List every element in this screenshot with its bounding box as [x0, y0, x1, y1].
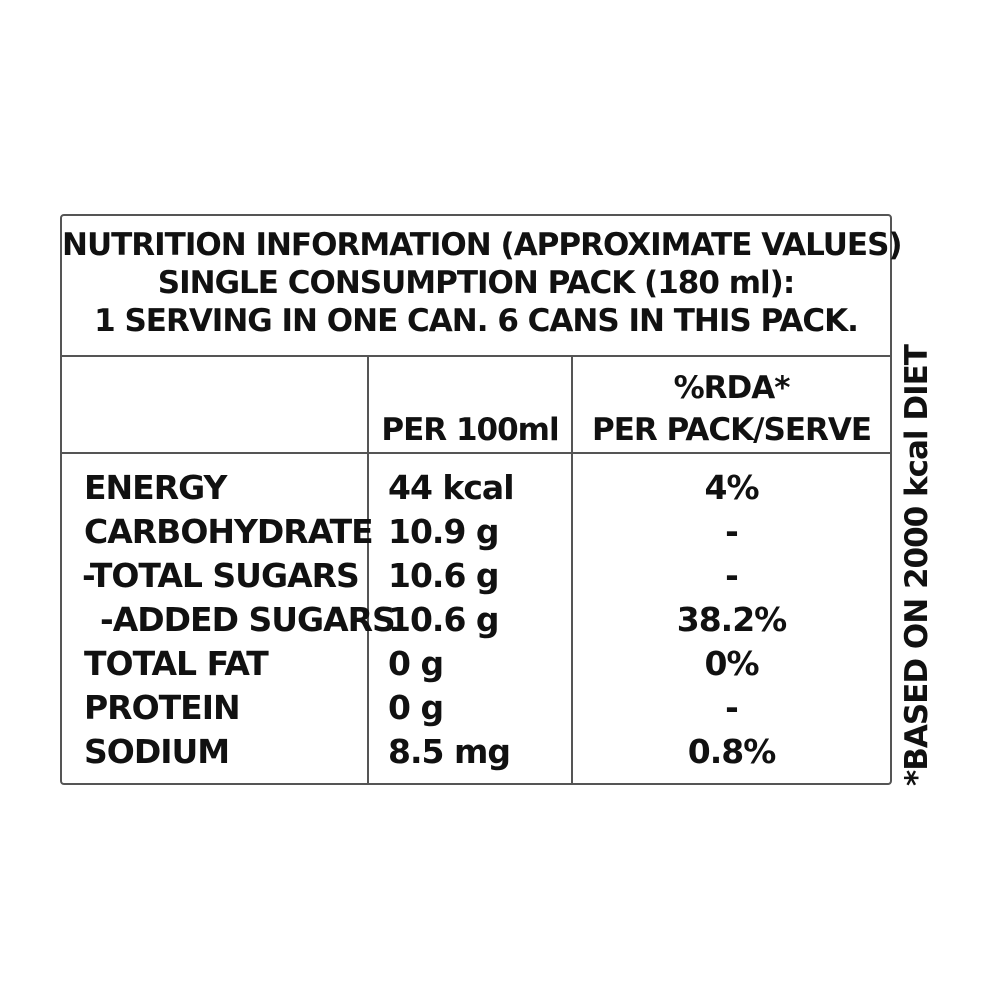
- table-row: TOTAL FAT 0 g 0%: [62, 642, 890, 686]
- header-servings: 1 SERVING IN ONE CAN. 6 CANS IN THIS PAC…: [94, 303, 859, 339]
- table-row: -TOTAL SUGARS 10.6 g -: [62, 554, 890, 598]
- row-divider: [62, 452, 890, 454]
- table-row: CARBOHYDRATE 10.9 g -: [62, 510, 890, 554]
- column-header-per-100ml: PER 100ml: [381, 412, 559, 448]
- nutrient-rda: -: [725, 688, 739, 727]
- nutrient-name: -ADDED SUGARS: [100, 600, 396, 639]
- header-pack-size: SINGLE CONSUMPTION PACK (180 ml):: [157, 265, 795, 301]
- column-header-rda-line2: PER PACK/SERVE: [591, 412, 872, 448]
- rda-footnote: *BASED ON 2000 kcal DIET: [899, 345, 935, 786]
- nutrient-value-per-100ml: 44 kcal: [388, 468, 514, 507]
- nutrient-value-per-100ml: 0 g: [388, 644, 444, 683]
- table-row: PROTEIN 0 g -: [62, 686, 890, 730]
- header-title: NUTRITION INFORMATION (APPROXIMATE VALUE…: [62, 227, 903, 263]
- nutrient-value-per-100ml: 0 g: [388, 688, 444, 727]
- table-row: -ADDED SUGARS 10.6 g 38.2%: [62, 598, 890, 642]
- column-divider: [367, 357, 369, 783]
- table-row: SODIUM 8.5 mg 0.8%: [62, 730, 890, 774]
- column-header-rda: %RDA* PER PACK/SERVE: [573, 369, 890, 453]
- nutrient-rda: -: [725, 512, 739, 551]
- table-row: ENERGY 44 kcal 4%: [62, 466, 890, 510]
- nutrient-name: PROTEIN: [84, 688, 241, 727]
- nutrient-value-per-100ml: 8.5 mg: [388, 732, 511, 771]
- nutrient-rda: 0%: [704, 644, 759, 683]
- nutrient-name: CARBOHYDRATE: [84, 512, 374, 551]
- nutrient-rda: -: [725, 556, 739, 595]
- column-divider: [571, 357, 573, 783]
- nutrient-name: SODIUM: [84, 732, 230, 771]
- nutrient-value-per-100ml: 10.9 g: [388, 512, 500, 551]
- nutrient-rda: 0.8%: [687, 732, 777, 771]
- nutrient-rows: ENERGY 44 kcal 4% CARBOHYDRATE 10.9 g - …: [62, 466, 890, 774]
- column-header-rda-line1: %RDA*: [673, 370, 791, 406]
- nutrient-value-per-100ml: 10.6 g: [388, 600, 500, 639]
- nutrient-rda: 4%: [704, 468, 759, 507]
- nutrient-rda: 38.2%: [676, 600, 788, 639]
- nutrient-name: ENERGY: [84, 468, 227, 507]
- table-header: NUTRITION INFORMATION (APPROXIMATE VALUE…: [62, 216, 903, 357]
- nutrient-name: TOTAL FAT: [84, 644, 269, 683]
- nutrition-table: NUTRITION INFORMATION (APPROXIMATE VALUE…: [60, 214, 903, 785]
- nutrient-value-per-100ml: 10.6 g: [388, 556, 500, 595]
- nutrient-name: -TOTAL SUGARS: [82, 556, 360, 595]
